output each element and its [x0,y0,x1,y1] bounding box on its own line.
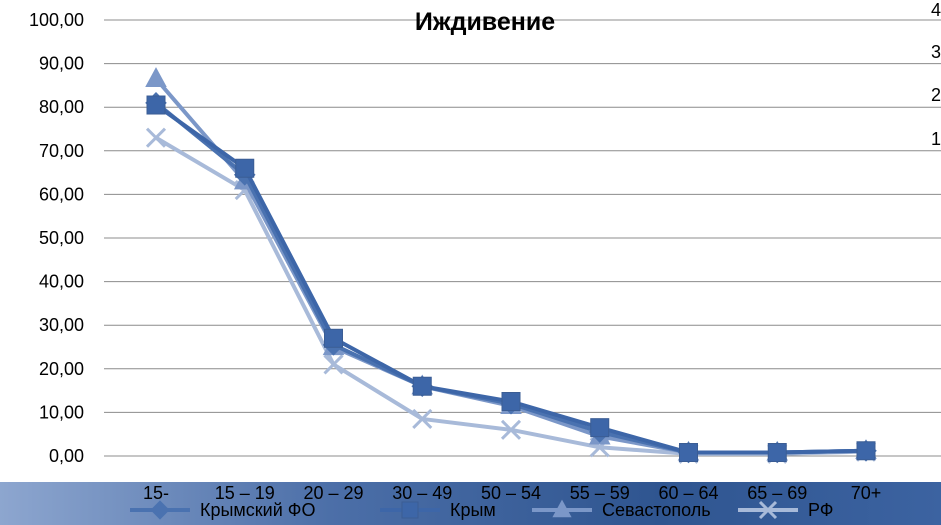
side-fragment-label: 4 [931,0,941,20]
legend-item: Севастополь [532,499,711,520]
data-point [145,67,167,87]
x-tick-label: 15- [143,483,169,503]
y-tick-label: 50,00 [39,228,84,248]
data-point [590,418,610,438]
side-fragment-label: 2 [931,85,941,105]
chart-title: Иждивение [415,8,555,36]
y-tick-label: 20,00 [39,359,84,379]
data-point [856,441,876,461]
y-tick-label: 30,00 [39,315,84,335]
gridlines [104,19,941,457]
y-tick-label: 80,00 [39,97,84,117]
y-tick-label: 70,00 [39,141,84,161]
data-point [501,392,521,411]
x-tick-label: 20 – 29 [303,483,363,503]
y-tick-label: 60,00 [39,184,84,204]
x-tick-label: 60 – 64 [658,483,718,503]
legend-item: Крым [380,500,496,520]
x-tick-label: 15 – 19 [215,483,275,503]
legend-label: Севастополь [602,500,711,520]
data-point [758,500,778,520]
series-group [145,67,877,464]
x-tick-label: 70+ [851,483,882,503]
data-point [401,501,419,519]
x-tick-label: 65 – 69 [747,483,807,503]
data-point [324,328,343,348]
y-tick-label: 100,00 [29,10,84,30]
data-point [150,500,170,520]
data-point [552,499,572,518]
data-point [412,408,433,430]
data-point [500,419,522,440]
data-point [146,95,166,115]
x-tick-label: 55 – 59 [570,483,630,503]
data-point [679,443,698,463]
legend-label: РФ [808,500,834,520]
data-point [323,354,344,375]
data-point [145,127,167,148]
legend-item: Крымский ФО [130,500,315,520]
data-point [412,376,432,396]
x-tick-label: 50 – 54 [481,483,541,503]
side-fragment-label: 1 [931,129,941,149]
x-axis-ticks: 15- 15 – 19 20 – 29 30 – 49 50 – 54 55 – 59 60… [143,483,881,503]
y-tick-label: 90,00 [39,54,84,74]
data-point [235,158,255,178]
side-fragment-label: 3 [931,42,941,62]
legend: Крымский ФО Крым Севастополь РФ [130,499,834,520]
side-fragment-labels: 4 3 2 1 [931,0,941,149]
data-point [767,443,787,463]
y-tick-label: 40,00 [39,272,84,292]
y-tick-label: 0,00 [49,446,84,466]
legend-item: РФ [738,500,834,520]
bottom-band [0,482,941,525]
x-tick-label: 30 – 49 [392,483,452,503]
y-axis-ticks: 0,00 10,00 20,00 30,00 40,00 50,00 60,00 70,00 8… [29,10,84,466]
y-tick-label: 10,00 [39,402,84,422]
legend-label: Крымский ФО [200,500,315,520]
series-line [146,95,876,463]
legend-label: Крым [450,500,496,520]
